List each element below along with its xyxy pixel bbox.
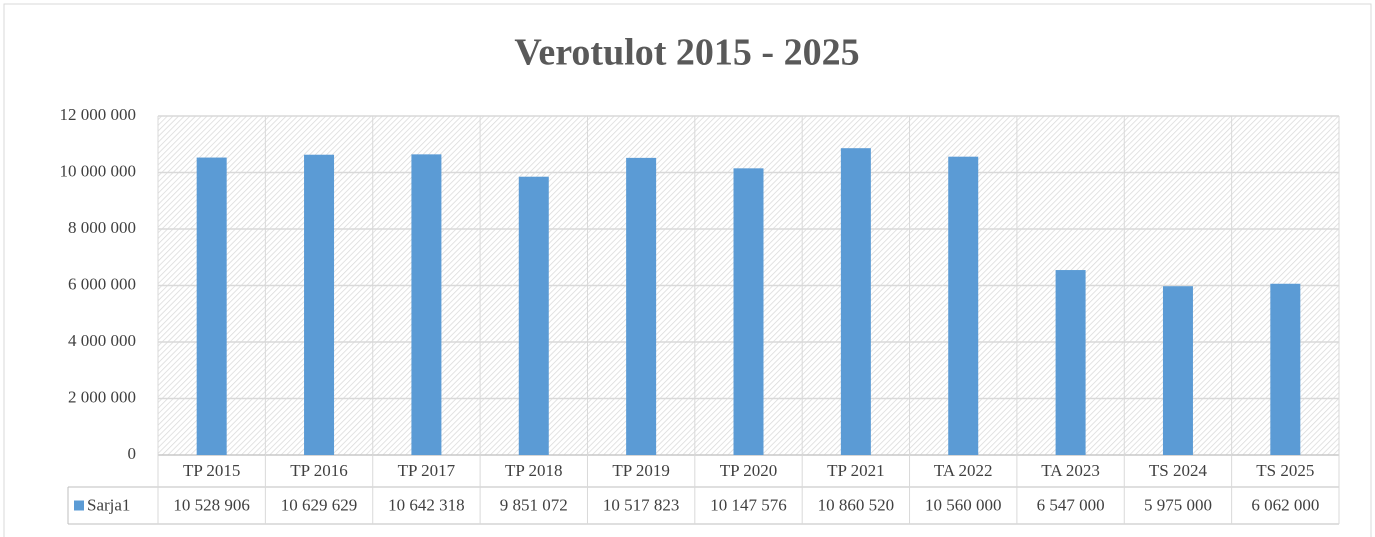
table-value: 10 517 823	[603, 495, 680, 514]
legend-label: Sarja1	[87, 495, 130, 514]
x-tick-label: TS 2024	[1149, 461, 1208, 480]
bar	[840, 148, 871, 455]
y-tick-label: 6 000 000	[68, 274, 136, 293]
bar	[411, 154, 442, 455]
y-tick-label: 4 000 000	[68, 331, 136, 350]
bar	[948, 156, 979, 455]
bar	[304, 154, 335, 455]
bar	[626, 157, 657, 455]
table-value: 10 560 000	[925, 495, 1002, 514]
bar	[1270, 283, 1301, 455]
y-tick-label: 8 000 000	[68, 218, 136, 237]
table-value: 10 147 576	[710, 495, 787, 514]
bar	[1162, 286, 1193, 455]
x-tick-label: TP 2015	[183, 461, 240, 480]
x-tick-label: TP 2021	[827, 461, 884, 480]
table-value: 5 975 000	[1144, 495, 1212, 514]
x-tick-label: TP 2020	[720, 461, 777, 480]
table-value: 10 528 906	[173, 495, 250, 514]
table-value: 9 851 072	[500, 495, 568, 514]
table-value: 6 062 000	[1251, 495, 1319, 514]
legend-key	[74, 500, 84, 511]
table-value: 10 629 629	[281, 495, 358, 514]
y-tick-label: 10 000 000	[60, 161, 137, 180]
x-tick-label: TA 2022	[934, 461, 993, 480]
table-value: 10 860 520	[818, 495, 895, 514]
y-tick-label: 0	[128, 444, 137, 463]
y-tick-label: 12 000 000	[60, 105, 137, 124]
y-tick-label: 2 000 000	[68, 387, 136, 406]
x-tick-label: TP 2017	[398, 461, 456, 480]
x-tick-label: TA 2023	[1041, 461, 1100, 480]
table-value: 6 547 000	[1037, 495, 1105, 514]
x-tick-label: TS 2025	[1256, 461, 1314, 480]
x-tick-label: TP 2018	[505, 461, 562, 480]
x-tick-label: TP 2019	[612, 461, 669, 480]
bar	[518, 176, 549, 455]
bar	[1055, 270, 1086, 455]
bar	[196, 157, 227, 455]
chart-title: Verotulot 2015 - 2025	[514, 32, 859, 74]
table-value: 10 642 318	[388, 495, 465, 514]
x-tick-label: TP 2016	[290, 461, 347, 480]
bar	[733, 168, 764, 455]
